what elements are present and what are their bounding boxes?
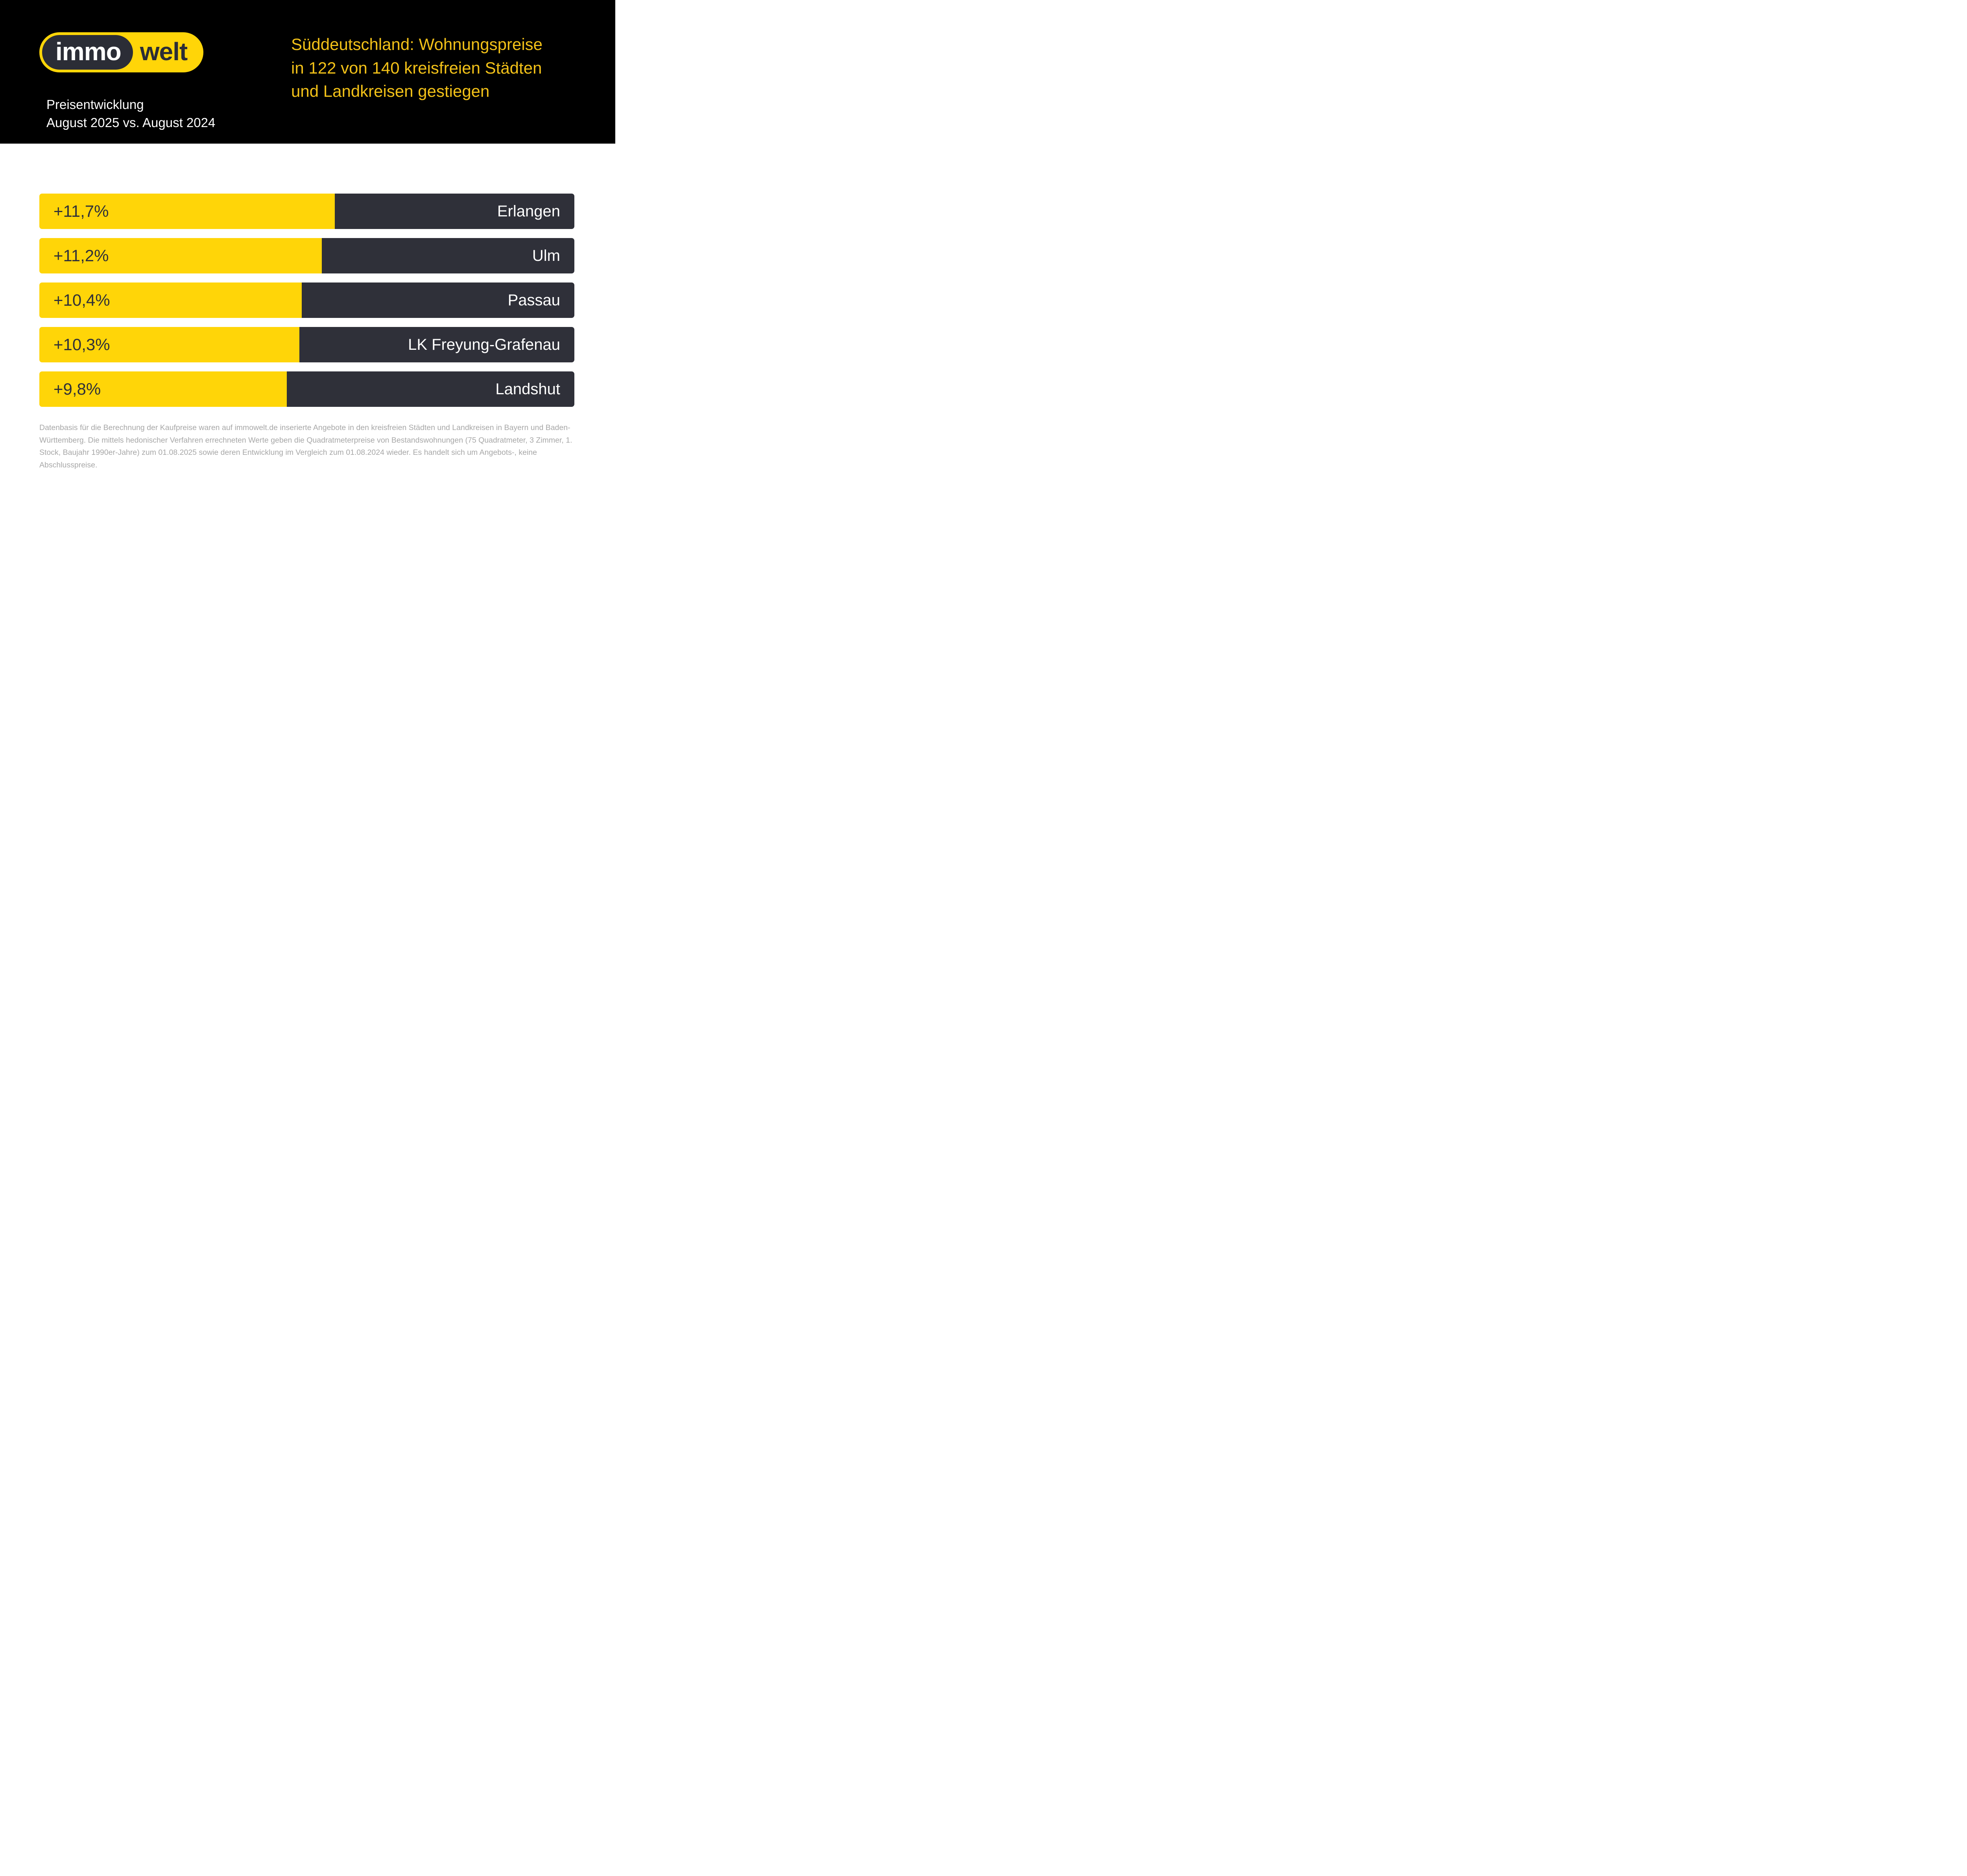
logo-welt-segment: welt bbox=[133, 35, 201, 70]
logo-immo-segment: immo bbox=[42, 35, 133, 70]
footer-disclaimer: Datenbasis für die Berechnung der Kaufpr… bbox=[39, 423, 572, 469]
title-line-2: in 122 von 140 kreisfreien Städten bbox=[291, 58, 542, 77]
bar-city-segment: Landshut bbox=[286, 371, 574, 407]
bar-value-label: +11,7% bbox=[54, 202, 109, 220]
infographic-page: immo welt Preisentwicklung August 2025 v… bbox=[0, 0, 615, 469]
bar-row: +10,3% LK Freyung-Grafenau bbox=[39, 327, 574, 362]
subtitle-line-1: Preisentwicklung bbox=[46, 97, 144, 112]
bar-value-segment: +10,3% bbox=[39, 327, 299, 362]
chart-subtitle: Preisentwicklung August 2025 vs. August … bbox=[46, 96, 215, 132]
title-line-3: und Landkreisen gestiegen bbox=[291, 82, 490, 101]
bar-value-label: +11,2% bbox=[54, 246, 109, 265]
bar-city-label: Landshut bbox=[495, 380, 560, 398]
bar-value-segment: +11,7% bbox=[39, 194, 335, 229]
bar-chart: +11,7% Erlangen +11,2% Ulm +10,4% Passau +10,3… bbox=[39, 194, 574, 416]
bar-row: +10,4% Passau bbox=[39, 283, 574, 318]
bar-value-segment: +10,4% bbox=[39, 283, 302, 318]
logo-welt-text: welt bbox=[140, 37, 188, 66]
bar-row: +11,7% Erlangen bbox=[39, 194, 574, 229]
immowelt-logo: immo welt bbox=[39, 32, 204, 72]
page-title: Süddeutschland: Wohnungspreise in 122 vo… bbox=[291, 33, 542, 103]
bar-value-label: +9,8% bbox=[54, 380, 101, 398]
bar-city-label: Passau bbox=[507, 291, 560, 309]
bar-row: +11,2% Ulm bbox=[39, 238, 574, 273]
bar-value-segment: +9,8% bbox=[39, 371, 287, 407]
bar-city-label: LK Freyung-Grafenau bbox=[408, 336, 560, 353]
bar-row: +9,8% Landshut bbox=[39, 371, 574, 407]
bar-city-segment: LK Freyung-Grafenau bbox=[299, 327, 574, 362]
bar-city-label: Ulm bbox=[532, 247, 560, 264]
bar-city-segment: Passau bbox=[302, 283, 574, 318]
bar-value-label: +10,4% bbox=[54, 291, 110, 309]
logo-immo-text: immo bbox=[55, 37, 122, 66]
subtitle-line-2: August 2025 vs. August 2024 bbox=[46, 115, 216, 130]
bar-city-segment: Erlangen bbox=[334, 194, 574, 229]
bar-city-label: Erlangen bbox=[497, 202, 560, 220]
title-line-1: Süddeutschland: Wohnungspreise bbox=[291, 35, 543, 54]
bar-value-label: +10,3% bbox=[54, 335, 110, 354]
bar-city-segment: Ulm bbox=[322, 238, 574, 273]
bar-value-segment: +11,2% bbox=[39, 238, 322, 273]
header: immo welt Preisentwicklung August 2025 v… bbox=[0, 0, 615, 144]
